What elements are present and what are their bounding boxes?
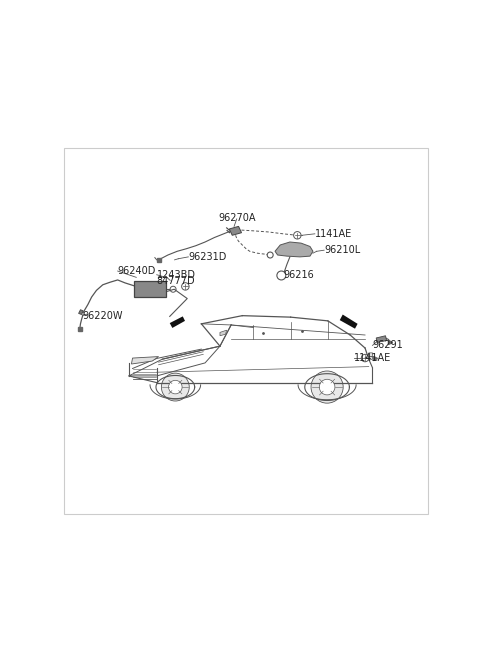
Polygon shape [229,226,241,236]
Polygon shape [340,314,358,329]
Polygon shape [132,357,158,364]
Polygon shape [220,330,227,336]
Polygon shape [170,316,185,328]
Text: 1141AE: 1141AE [354,353,391,363]
Polygon shape [369,353,372,360]
Text: 1243BD: 1243BD [156,270,196,279]
Text: 96270A: 96270A [218,213,255,223]
Polygon shape [129,346,220,376]
Circle shape [311,371,343,403]
Polygon shape [79,310,83,314]
Circle shape [361,354,369,362]
Polygon shape [275,242,313,257]
Circle shape [277,271,286,280]
Polygon shape [376,336,386,342]
FancyBboxPatch shape [133,281,166,297]
Circle shape [170,286,176,292]
Text: 1141AE: 1141AE [315,229,352,239]
Text: 96220W: 96220W [83,311,123,321]
Text: 84777D: 84777D [156,276,195,287]
Circle shape [294,232,301,239]
Text: 96240D: 96240D [118,266,156,276]
Circle shape [161,373,189,401]
Text: 96210L: 96210L [324,245,360,255]
Circle shape [267,252,273,258]
Text: 96231D: 96231D [188,252,227,262]
Circle shape [319,379,335,395]
Text: 96216: 96216 [283,270,314,279]
Circle shape [181,283,189,290]
Circle shape [168,380,182,394]
Text: 96291: 96291 [372,340,403,350]
